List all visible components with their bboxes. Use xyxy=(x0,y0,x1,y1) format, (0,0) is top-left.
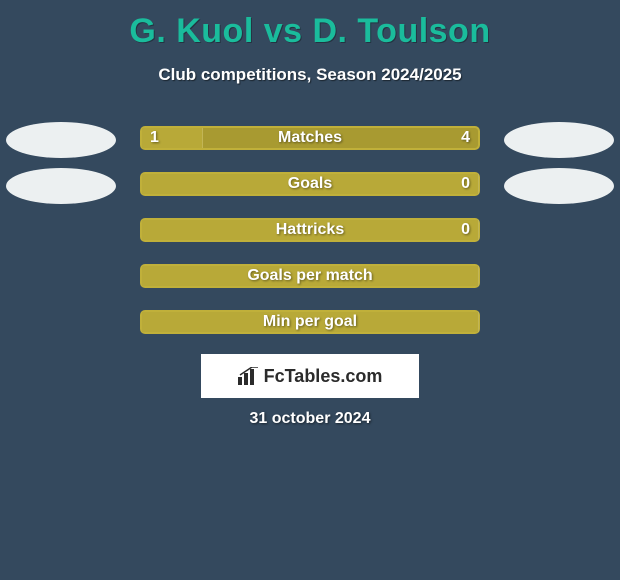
page-subtitle: Club competitions, Season 2024/2025 xyxy=(0,65,620,85)
stat-row: Goals per match xyxy=(0,258,620,304)
stat-row: Min per goal xyxy=(0,304,620,350)
logo-box: FcTables.com xyxy=(201,354,419,398)
logo: FcTables.com xyxy=(238,366,383,387)
team-logo-right xyxy=(504,122,614,158)
logo-text: FcTables.com xyxy=(264,366,383,387)
stat-bar-left-fill xyxy=(142,266,479,286)
stat-row: 0Goals xyxy=(0,166,620,212)
stat-row: 14Matches xyxy=(0,120,620,166)
stat-value-right: 0 xyxy=(461,174,470,194)
stat-bar-left-fill xyxy=(142,220,479,240)
stat-bar: 14Matches xyxy=(140,126,480,150)
team-logo-left xyxy=(6,168,116,204)
footer-date: 31 october 2024 xyxy=(0,410,620,428)
stat-bar: Min per goal xyxy=(140,310,480,334)
comparison-chart: 14Matches0Goals0HattricksGoals per match… xyxy=(0,120,620,350)
stat-bar: Goals per match xyxy=(140,264,480,288)
page-title: G. Kuol vs D. Toulson xyxy=(0,0,620,51)
stat-value-right: 4 xyxy=(461,128,470,148)
stat-bar: 0Hattricks xyxy=(140,218,480,242)
bar-chart-icon xyxy=(238,367,260,385)
stat-bar-left-fill xyxy=(142,312,479,332)
stat-value-right: 0 xyxy=(461,220,470,240)
page: G. Kuol vs D. Toulson Club competitions,… xyxy=(0,0,620,580)
stat-bar-left-fill xyxy=(142,174,479,194)
team-logo-right xyxy=(504,168,614,204)
team-logo-left xyxy=(6,122,116,158)
stat-value-left: 1 xyxy=(150,128,159,148)
stat-bar: 0Goals xyxy=(140,172,480,196)
stat-row: 0Hattricks xyxy=(0,212,620,258)
